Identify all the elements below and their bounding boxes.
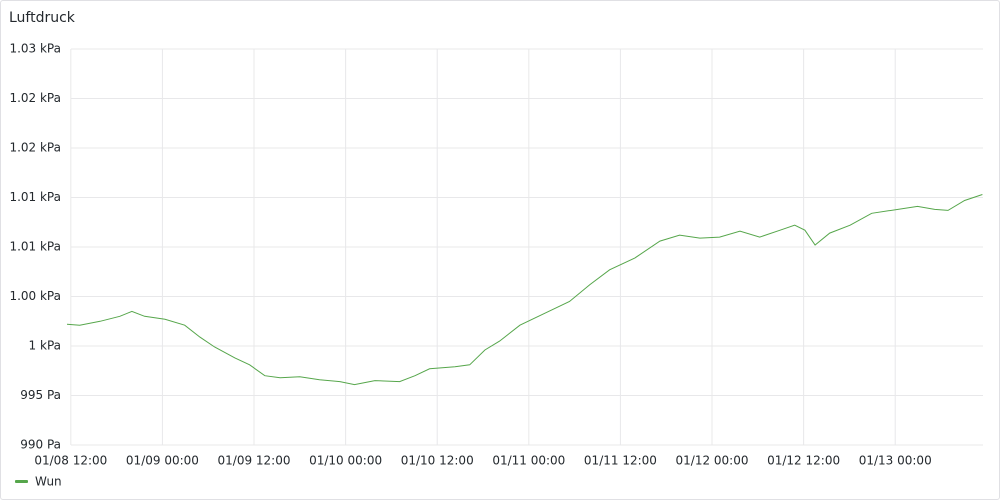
x-tick-label: 01/09 00:00 (126, 454, 199, 468)
x-tick-label: 01/11 00:00 (492, 454, 565, 468)
x-tick-label: 01/12 12:00 (767, 454, 840, 468)
x-tick-label: 01/10 00:00 (309, 454, 382, 468)
y-tick-label: 1.02 kPa (9, 141, 61, 155)
x-tick-label: 01/08 12:00 (34, 454, 107, 468)
y-tick-label: 1.01 kPa (9, 240, 61, 254)
panel-title: Luftdruck (9, 10, 76, 26)
y-tick-label: 1.02 kPa (9, 91, 61, 105)
y-tick-label: 990 Pa (20, 438, 61, 452)
x-tick-label: 01/09 12:00 (218, 454, 291, 468)
x-tick-label: 01/11 12:00 (584, 454, 657, 468)
x-tick-label: 01/13 00:00 (859, 454, 932, 468)
x-tick-label: 01/10 12:00 (401, 454, 474, 468)
legend-swatch (15, 480, 28, 483)
y-tick-label: 995 Pa (20, 388, 61, 402)
series-line (66, 194, 983, 386)
x-tick-label: 01/12 00:00 (676, 454, 749, 468)
y-tick-label: 1.03 kPa (9, 42, 61, 56)
legend-label: Wun (35, 475, 62, 489)
y-tick-label: 1 kPa (29, 339, 61, 353)
y-tick-label: 1.00 kPa (9, 289, 61, 303)
y-tick-label: 1.01 kPa (9, 190, 61, 204)
